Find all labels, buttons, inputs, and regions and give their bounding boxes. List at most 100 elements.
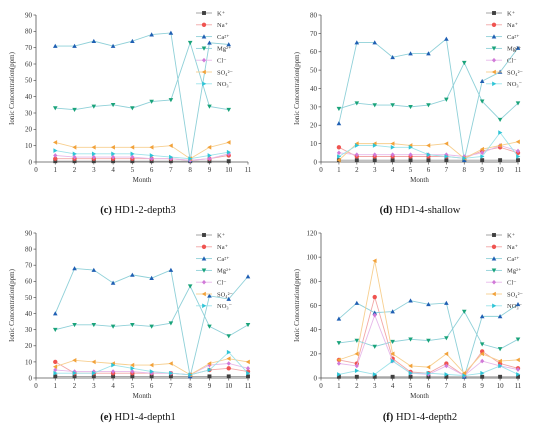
data-point-ca-plus <box>444 36 449 41</box>
data-point-so4-minus <box>336 357 341 363</box>
data-point-ca-plus <box>168 267 174 272</box>
series-line-ca-plus <box>55 32 229 161</box>
y-tick-label: 30 <box>25 326 33 334</box>
series-no3-minus <box>337 358 521 378</box>
data-point-mg-plus <box>52 327 58 332</box>
legend-label: Na⁺ <box>507 22 518 29</box>
legend: K⁺ Na⁺ Ca²⁺ Mg²⁺ Cl⁻ SO₄²⁻ NO₃⁻ <box>486 232 523 310</box>
data-point-so4-minus <box>497 143 502 148</box>
x-tick-label: 7 <box>445 382 449 390</box>
data-point-no3-minus <box>91 370 97 376</box>
legend-label: Cl⁻ <box>507 58 517 65</box>
data-point-k-plus <box>226 374 231 379</box>
data-point-no3-minus <box>426 370 431 376</box>
data-point-so4-minus <box>245 359 250 365</box>
data-point-ca-plus <box>372 40 378 45</box>
x-tick-label: 3 <box>373 166 377 174</box>
data-point-k-plus <box>91 374 96 379</box>
data-point-no3-minus <box>91 151 97 157</box>
y-tick-label: 0 <box>314 158 318 166</box>
data-point-mg-plus <box>245 322 251 328</box>
x-tick-label: 5 <box>131 382 135 390</box>
data-point-k-plus <box>72 159 77 164</box>
data-point-no3-minus <box>480 370 485 376</box>
data-point-so4-minus <box>226 140 231 145</box>
data-point-cl-minus <box>130 154 135 160</box>
data-point-ca-plus <box>245 274 251 279</box>
legend-label: Cl⁻ <box>217 58 227 65</box>
data-point-k-plus <box>111 374 116 379</box>
data-point-cl-minus <box>444 363 449 369</box>
data-point-k-plus <box>207 374 212 379</box>
data-point-k-plus <box>426 374 431 379</box>
y-tick-label: 90 <box>25 229 33 237</box>
data-point-no3-minus <box>207 367 212 373</box>
x-tick-label: 10 <box>225 166 233 174</box>
x-tick-label: 10 <box>225 382 233 390</box>
data-point-k-plus <box>226 159 231 164</box>
data-point-no3-minus <box>226 149 232 155</box>
data-point-so4-minus <box>515 357 520 363</box>
x-tick-label: 11 <box>245 382 252 390</box>
legend-label: Mg²⁺ <box>507 46 521 53</box>
data-point-so4-minus <box>390 351 395 357</box>
data-point-mg-plus <box>168 98 174 103</box>
data-point-k-plus <box>91 159 96 164</box>
y-tick-label: 100 <box>307 254 318 262</box>
x-axis-label: Month <box>133 392 152 400</box>
data-point-ca-plus <box>226 296 232 301</box>
data-point-k-plus <box>498 374 503 379</box>
data-point-cl-minus <box>149 156 154 162</box>
legend-marker <box>491 244 497 249</box>
data-point-mg-plus <box>444 97 449 102</box>
data-point-k-plus <box>130 159 135 164</box>
data-point-k-plus <box>390 374 395 379</box>
data-point-no3-minus <box>337 154 342 159</box>
data-point-mg-plus <box>207 104 212 109</box>
data-point-no3-minus <box>462 156 467 161</box>
data-point-so4-minus <box>444 141 449 146</box>
legend-marker <box>491 256 497 261</box>
data-point-mg-plus <box>110 324 116 329</box>
legend-label: Cl⁻ <box>217 280 227 287</box>
x-tick-label: 0 <box>34 382 38 390</box>
data-point-mg-plus <box>72 107 77 113</box>
data-point-so4-minus <box>408 363 413 369</box>
data-point-mg-plus <box>336 341 342 346</box>
data-point-so4-minus <box>207 145 212 150</box>
legend-label: K⁺ <box>507 232 515 239</box>
x-tick-label: 8 <box>463 382 467 390</box>
y-tick-label: 40 <box>310 326 318 334</box>
x-tick-label: 9 <box>480 166 484 174</box>
legend-label: Ca²⁺ <box>217 34 230 41</box>
data-point-mg-plus <box>110 102 116 108</box>
legend-label: Na⁺ <box>507 244 518 251</box>
data-point-mg-plus <box>226 334 232 339</box>
legend-marker <box>201 279 207 285</box>
data-point-cl-minus <box>207 362 212 368</box>
data-point-no3-minus <box>390 145 395 150</box>
data-point-ca-plus <box>390 309 395 314</box>
legend-marker <box>491 46 497 51</box>
x-axis-label: Month <box>133 176 152 184</box>
data-point-ca-plus <box>52 43 58 48</box>
data-point-ca-plus <box>130 272 135 277</box>
data-point-no3-minus <box>130 366 135 371</box>
x-tick-label: 4 <box>391 382 395 390</box>
data-point-no3-minus <box>337 372 342 377</box>
series-line-no3-minus <box>55 150 229 160</box>
data-point-mg-plus <box>130 322 135 328</box>
y-tick-label: 60 <box>310 48 318 56</box>
data-point-no3-minus <box>516 372 521 377</box>
x-tick-label: 0 <box>319 166 323 174</box>
series-mg-plus <box>336 60 521 123</box>
data-point-ca-plus <box>479 78 485 83</box>
data-point-so4-minus <box>226 356 231 361</box>
x-tick-label: 1 <box>54 382 58 390</box>
data-point-no3-minus <box>390 358 395 364</box>
data-point-cl-minus <box>111 369 116 374</box>
data-point-mg-plus <box>426 338 431 343</box>
series-so4-minus <box>52 356 250 378</box>
data-point-na-plus <box>226 366 231 371</box>
data-point-no3-minus <box>354 143 360 148</box>
